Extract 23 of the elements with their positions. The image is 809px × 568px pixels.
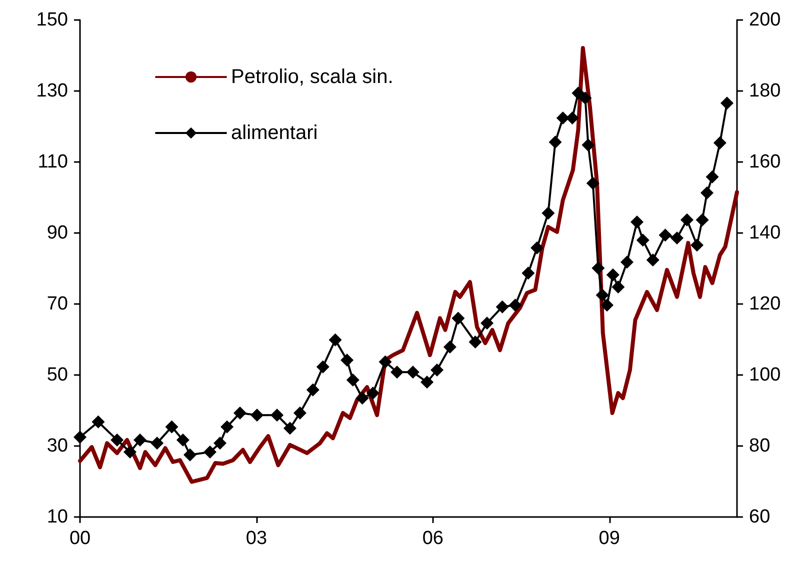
- y-tick-label: 50: [46, 364, 68, 386]
- y-tick-label: 90: [46, 222, 68, 244]
- y-tick-label: 10: [46, 506, 68, 528]
- legend-label: Petrolio, scala sin.: [231, 66, 394, 88]
- y2-tick-label: 120: [749, 294, 781, 314]
- legend-label: alimentari: [231, 122, 318, 144]
- y-tick-label: 150: [36, 10, 68, 30]
- y2-tick-label: 140: [749, 222, 781, 244]
- y-tick-label: 110: [38, 152, 68, 172]
- y-tick-label: 130: [36, 80, 68, 102]
- y2-tick-label: 180: [749, 80, 781, 102]
- x-tick-label: 06: [422, 528, 444, 549]
- y2-tick-label: 80: [749, 436, 770, 456]
- x-tick-label: 03: [246, 528, 268, 549]
- line-series: [78, 46, 739, 484]
- y-tick-label: 30: [46, 436, 68, 456]
- y2-tick-label: 200: [749, 10, 781, 30]
- y-tick-label: 70: [46, 294, 68, 314]
- y2-tick-label: 60: [749, 506, 770, 528]
- y2-tick-label: 160: [749, 152, 781, 172]
- x-tick-label: 00: [69, 528, 91, 549]
- x-tick-label: 09: [598, 528, 620, 549]
- y2-tick-label: 100: [749, 364, 781, 386]
